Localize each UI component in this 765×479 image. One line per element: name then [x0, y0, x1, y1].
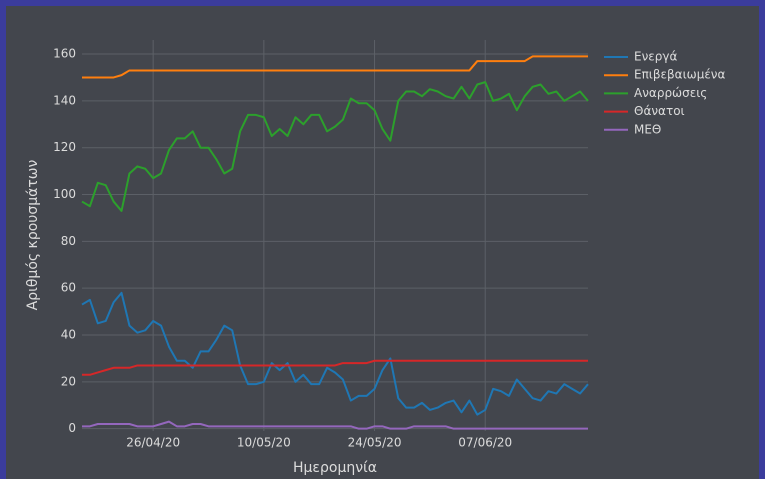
series-line	[82, 420, 588, 430]
legend-label: ΜΕΘ	[634, 122, 661, 136]
series-line	[81, 291, 589, 416]
y-tick-label: 20	[61, 374, 76, 388]
series-line	[82, 55, 588, 79]
legend-label: Επιβεβαιωμένα	[634, 68, 726, 82]
chart-frame	[6, 6, 759, 479]
y-tick-label: 0	[68, 421, 76, 435]
y-tick-label: 80	[61, 234, 76, 248]
series-line	[81, 81, 589, 212]
x-axis-title: Ημερομηνία	[293, 460, 377, 476]
y-axis-title: Αριθμός κρουσμάτων	[25, 159, 41, 310]
legend-label: Ενεργά	[634, 50, 677, 64]
y-tick-label: 100	[53, 187, 76, 201]
legend-label: Θάνατοι	[634, 104, 685, 118]
y-tick-label: 40	[61, 328, 76, 342]
legend-label: Αναρρώσεις	[634, 86, 707, 100]
y-tick-label: 140	[53, 93, 76, 107]
x-tick-label: 24/05/20	[348, 436, 402, 450]
x-tick-label: 26/04/20	[126, 436, 180, 450]
y-tick-label: 120	[53, 140, 76, 154]
y-tick-label: 60	[61, 281, 76, 295]
y-tick-label: 160	[53, 47, 76, 61]
x-tick-label: 10/05/20	[237, 436, 291, 450]
series-line	[82, 359, 588, 376]
x-tick-label: 07/06/20	[458, 436, 512, 450]
